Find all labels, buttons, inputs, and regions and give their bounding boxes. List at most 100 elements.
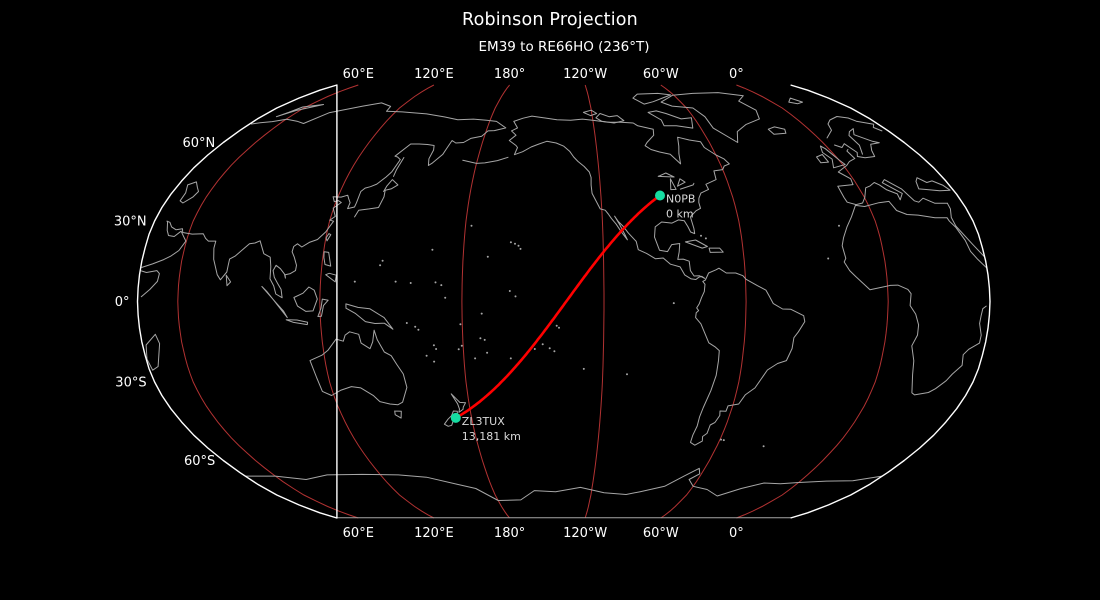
coastline-segment — [915, 177, 951, 192]
station-distance-label: 0 km — [666, 208, 694, 221]
island-dot — [517, 244, 520, 247]
island-dot — [762, 445, 765, 448]
island-dot — [480, 312, 483, 315]
island-dot — [514, 242, 516, 245]
island-dot — [700, 234, 702, 237]
meridian-line — [319, 84, 435, 519]
coastline-segment — [684, 239, 708, 249]
coastline-segment — [166, 102, 883, 299]
island-dot — [474, 357, 477, 360]
lon-label-top: 120°E — [414, 67, 454, 82]
island-dot — [409, 282, 412, 284]
coastline-segment — [275, 104, 324, 118]
island-dot — [720, 438, 722, 441]
island-dot — [486, 255, 489, 258]
island-dot — [353, 280, 356, 283]
lon-label-bottom: 0° — [729, 526, 744, 541]
island-dot — [519, 247, 522, 250]
coastline-segment — [179, 181, 199, 204]
lat-label-left: 60°N — [183, 136, 216, 151]
coastline-segment — [325, 272, 337, 283]
island-dot — [459, 323, 462, 326]
coastline-segment — [632, 92, 672, 105]
island-dot — [483, 338, 486, 341]
station-callsign-label: N0PB — [666, 193, 695, 206]
coastline-segment — [293, 286, 318, 312]
lon-label-top: 180° — [494, 67, 525, 82]
graticule — [177, 84, 889, 519]
coastline-segment — [834, 128, 880, 159]
coastline-segment — [816, 154, 829, 164]
map-title: Robinson Projection — [462, 10, 638, 30]
island-dot — [553, 350, 556, 353]
coastline-segment — [647, 110, 694, 129]
island-dot — [827, 257, 830, 260]
coastline-segment — [582, 109, 598, 117]
island-dot — [434, 281, 437, 284]
lon-label-top: 60°W — [643, 67, 679, 82]
lon-label-bottom: 60°E — [343, 526, 374, 541]
island-dot — [508, 290, 511, 292]
coastline-segment — [225, 274, 232, 287]
lon-label-bottom: 60°W — [643, 526, 679, 541]
meridian-line — [584, 84, 605, 519]
coastline-segment — [819, 145, 846, 169]
map-subtitle: EM39 to RE66HO (236°T) — [478, 39, 650, 55]
coastline-segment — [285, 319, 309, 326]
island-dot — [514, 295, 517, 298]
coastline-segment — [450, 393, 467, 413]
coastline-segment — [788, 97, 803, 105]
projection-boundary — [136, 84, 991, 519]
island-dot — [533, 348, 536, 350]
coastline-segment — [946, 202, 957, 227]
coastlines — [140, 92, 987, 519]
island-dot — [555, 324, 558, 327]
coastline-segment — [393, 157, 405, 177]
station-marker-n0pb — [655, 190, 665, 201]
great-circle-path — [454, 194, 662, 420]
island-dot — [486, 351, 489, 354]
coastline-segment — [657, 172, 675, 178]
island-dot — [460, 344, 463, 347]
island-dot — [381, 259, 384, 262]
coastline-segment — [345, 303, 394, 330]
island-dot — [672, 302, 675, 305]
coastline-segment — [669, 178, 677, 191]
island-dot — [626, 373, 628, 376]
island-dot — [722, 439, 725, 442]
coastline-segment — [679, 182, 695, 190]
coastline-segment — [708, 247, 724, 253]
lon-label-bottom: 120°W — [563, 526, 607, 541]
lon-label-bottom: 180° — [494, 526, 525, 541]
station-distance-label: 13,181 km — [462, 430, 521, 443]
coastline-segment — [677, 178, 686, 187]
coastline-segment — [245, 467, 883, 501]
lat-label-left: 60°S — [184, 454, 215, 469]
island-dot — [435, 348, 438, 350]
coastline-segment — [309, 329, 408, 406]
lon-label-top: 120°W — [563, 67, 607, 82]
coastline-segment — [462, 156, 509, 164]
coastline-segment — [354, 179, 399, 218]
island-dot — [548, 347, 551, 350]
coastline-segment — [323, 251, 332, 267]
coastline-segment — [141, 220, 985, 268]
lat-label-left: 30°N — [114, 215, 147, 230]
lon-label-top: 60°E — [343, 67, 374, 82]
great-circle-line — [454, 194, 662, 420]
island-dot — [509, 241, 512, 244]
island-dot — [509, 357, 512, 360]
coastline-segment — [261, 286, 288, 319]
island-dot — [425, 354, 428, 357]
coastline-segment — [660, 92, 760, 143]
coastline-segment — [145, 333, 161, 371]
island-dot — [440, 284, 443, 287]
lat-label-left: 0° — [115, 295, 130, 310]
meridian-line — [736, 84, 889, 519]
island-dot — [433, 360, 436, 363]
island-dot — [541, 343, 544, 346]
meridian-line — [177, 84, 359, 519]
map-outline — [136, 84, 991, 519]
island-dot — [394, 280, 397, 283]
